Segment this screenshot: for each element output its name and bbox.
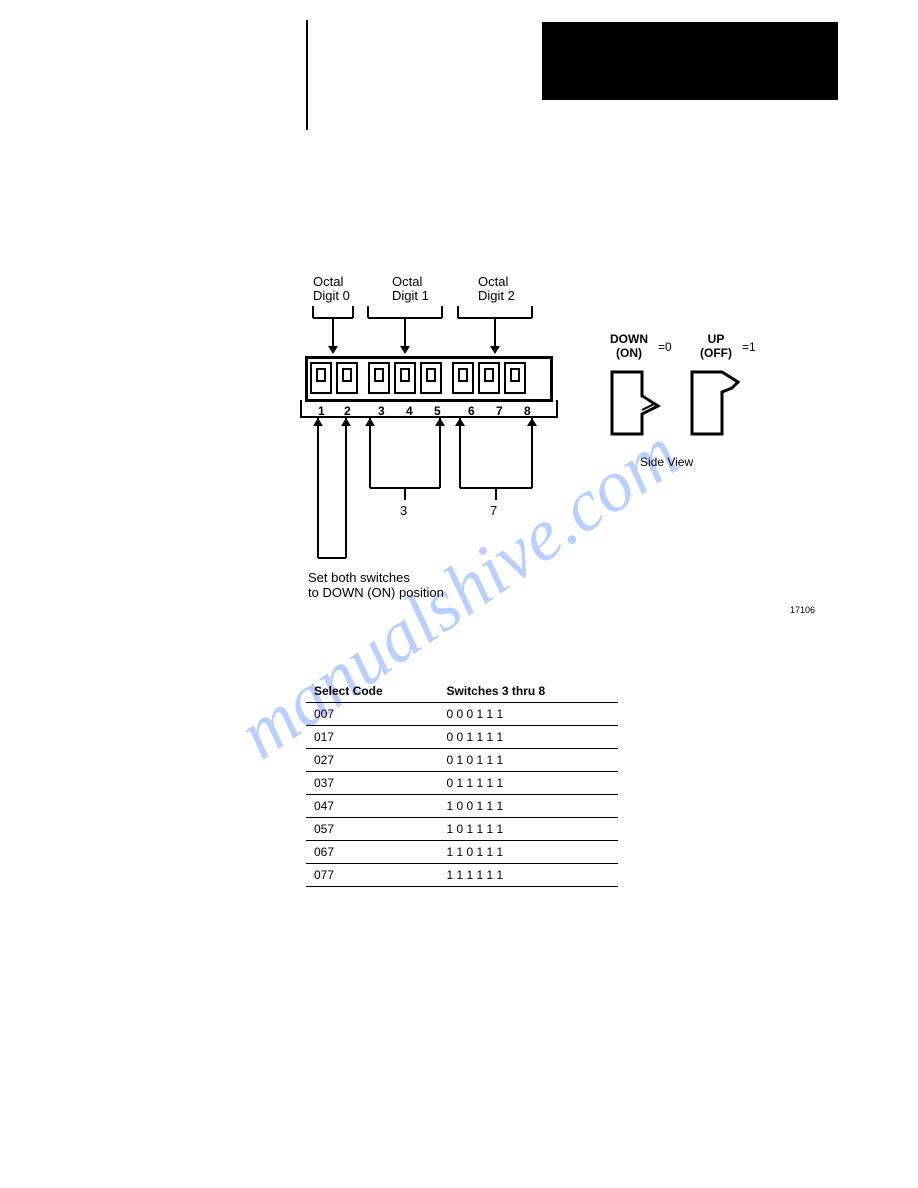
sideview-down-label: DOWN (ON) — [610, 332, 648, 360]
table-cell: 027 — [306, 749, 439, 772]
table-cell: 1 1 1 1 1 1 — [439, 864, 618, 887]
switch-number-8: 8 — [524, 404, 531, 418]
sideview-down-eq: =0 — [658, 340, 672, 354]
up-l2: (OFF) — [700, 346, 732, 360]
figure-id: 17106 — [790, 605, 815, 615]
table-cell: 047 — [306, 795, 439, 818]
table-row: 007 0 0 0 1 1 1 — [306, 703, 618, 726]
header-blackbox — [542, 22, 838, 100]
dip-switch-6 — [452, 362, 474, 394]
sideview-down-icon — [608, 368, 664, 438]
table-cell: 0 1 1 1 1 1 — [439, 772, 618, 795]
table-cell: 0 1 0 1 1 1 — [439, 749, 618, 772]
table-cell: 077 — [306, 864, 439, 887]
table-cell: 1 0 0 1 1 1 — [439, 795, 618, 818]
table-row: 047 1 0 0 1 1 1 — [306, 795, 618, 818]
digit-label-1: Octal Digit 1 — [392, 275, 429, 304]
switch-number-7: 7 — [496, 404, 503, 418]
digit-arrows — [300, 306, 560, 360]
table-cell: 037 — [306, 772, 439, 795]
switch-number-5: 5 — [434, 404, 441, 418]
table-header-switches: Switches 3 thru 8 — [439, 680, 618, 703]
sideview-up-eq: =1 — [742, 340, 756, 354]
header-divider — [306, 20, 308, 130]
switch-number-3: 3 — [378, 404, 385, 418]
dip-switch-2 — [336, 362, 358, 394]
dip-switch-1 — [310, 362, 332, 394]
callout-note: Set both switches to DOWN (ON) position — [308, 570, 444, 600]
digit-label-1-l1: Octal — [392, 274, 422, 289]
sideview-up-label: UP (OFF) — [700, 332, 732, 360]
table-row: 027 0 1 0 1 1 1 — [306, 749, 618, 772]
dip-switch-3 — [368, 362, 390, 394]
down-l1: DOWN — [610, 332, 648, 346]
switch-number-4: 4 — [406, 404, 413, 418]
table-cell: 017 — [306, 726, 439, 749]
callout-note-l2: to DOWN (ON) position — [308, 585, 444, 600]
table-cell: 1 1 0 1 1 1 — [439, 841, 618, 864]
up-l1: UP — [708, 332, 725, 346]
callout-note-l1: Set both switches — [308, 570, 410, 585]
digit-label-0: Octal Digit 0 — [313, 275, 350, 304]
dip-switch-body — [305, 356, 553, 402]
digit-label-2-l1: Octal — [478, 274, 508, 289]
dip-switch-8 — [504, 362, 526, 394]
digit-label-2: Octal Digit 2 — [478, 275, 515, 304]
digit-label-0-l2: Digit 0 — [313, 288, 350, 303]
digit-label-0-l1: Octal — [313, 274, 343, 289]
lower-callouts-svg — [300, 418, 560, 568]
switch-number-6: 6 — [468, 404, 475, 418]
dip-switch-7 — [478, 362, 500, 394]
down-l2: (ON) — [616, 346, 642, 360]
table-row: 077 1 1 1 1 1 1 — [306, 864, 618, 887]
table-row: 067 1 1 0 1 1 1 — [306, 841, 618, 864]
switch-number-2: 2 — [344, 404, 351, 418]
sideview-up-icon — [688, 368, 744, 438]
table-cell: 0 0 0 1 1 1 — [439, 703, 618, 726]
dip-switch-4 — [394, 362, 416, 394]
table-header-selectcode: Select Code — [306, 680, 439, 703]
table-cell: 1 0 1 1 1 1 — [439, 818, 618, 841]
switch-number-1: 1 — [318, 404, 325, 418]
digit-label-2-l2: Digit 2 — [478, 288, 515, 303]
switch-base — [300, 400, 558, 418]
digit-label-1-l2: Digit 1 — [392, 288, 429, 303]
select-code-table: Select Code Switches 3 thru 8 007 0 0 0 … — [306, 680, 618, 887]
dip-switch-5 — [420, 362, 442, 394]
sideview-caption: Side View — [640, 455, 693, 469]
callout-3: 3 — [400, 503, 407, 518]
table-row: 017 0 0 1 1 1 1 — [306, 726, 618, 749]
table-cell: 057 — [306, 818, 439, 841]
table-cell: 067 — [306, 841, 439, 864]
callout-7: 7 — [490, 503, 497, 518]
table-row: 057 1 0 1 1 1 1 — [306, 818, 618, 841]
table-cell: 007 — [306, 703, 439, 726]
table-body: 007 0 0 0 1 1 1 017 0 0 1 1 1 1 027 0 1 … — [306, 703, 618, 887]
table-cell: 0 0 1 1 1 1 — [439, 726, 618, 749]
table-row: 037 0 1 1 1 1 1 — [306, 772, 618, 795]
